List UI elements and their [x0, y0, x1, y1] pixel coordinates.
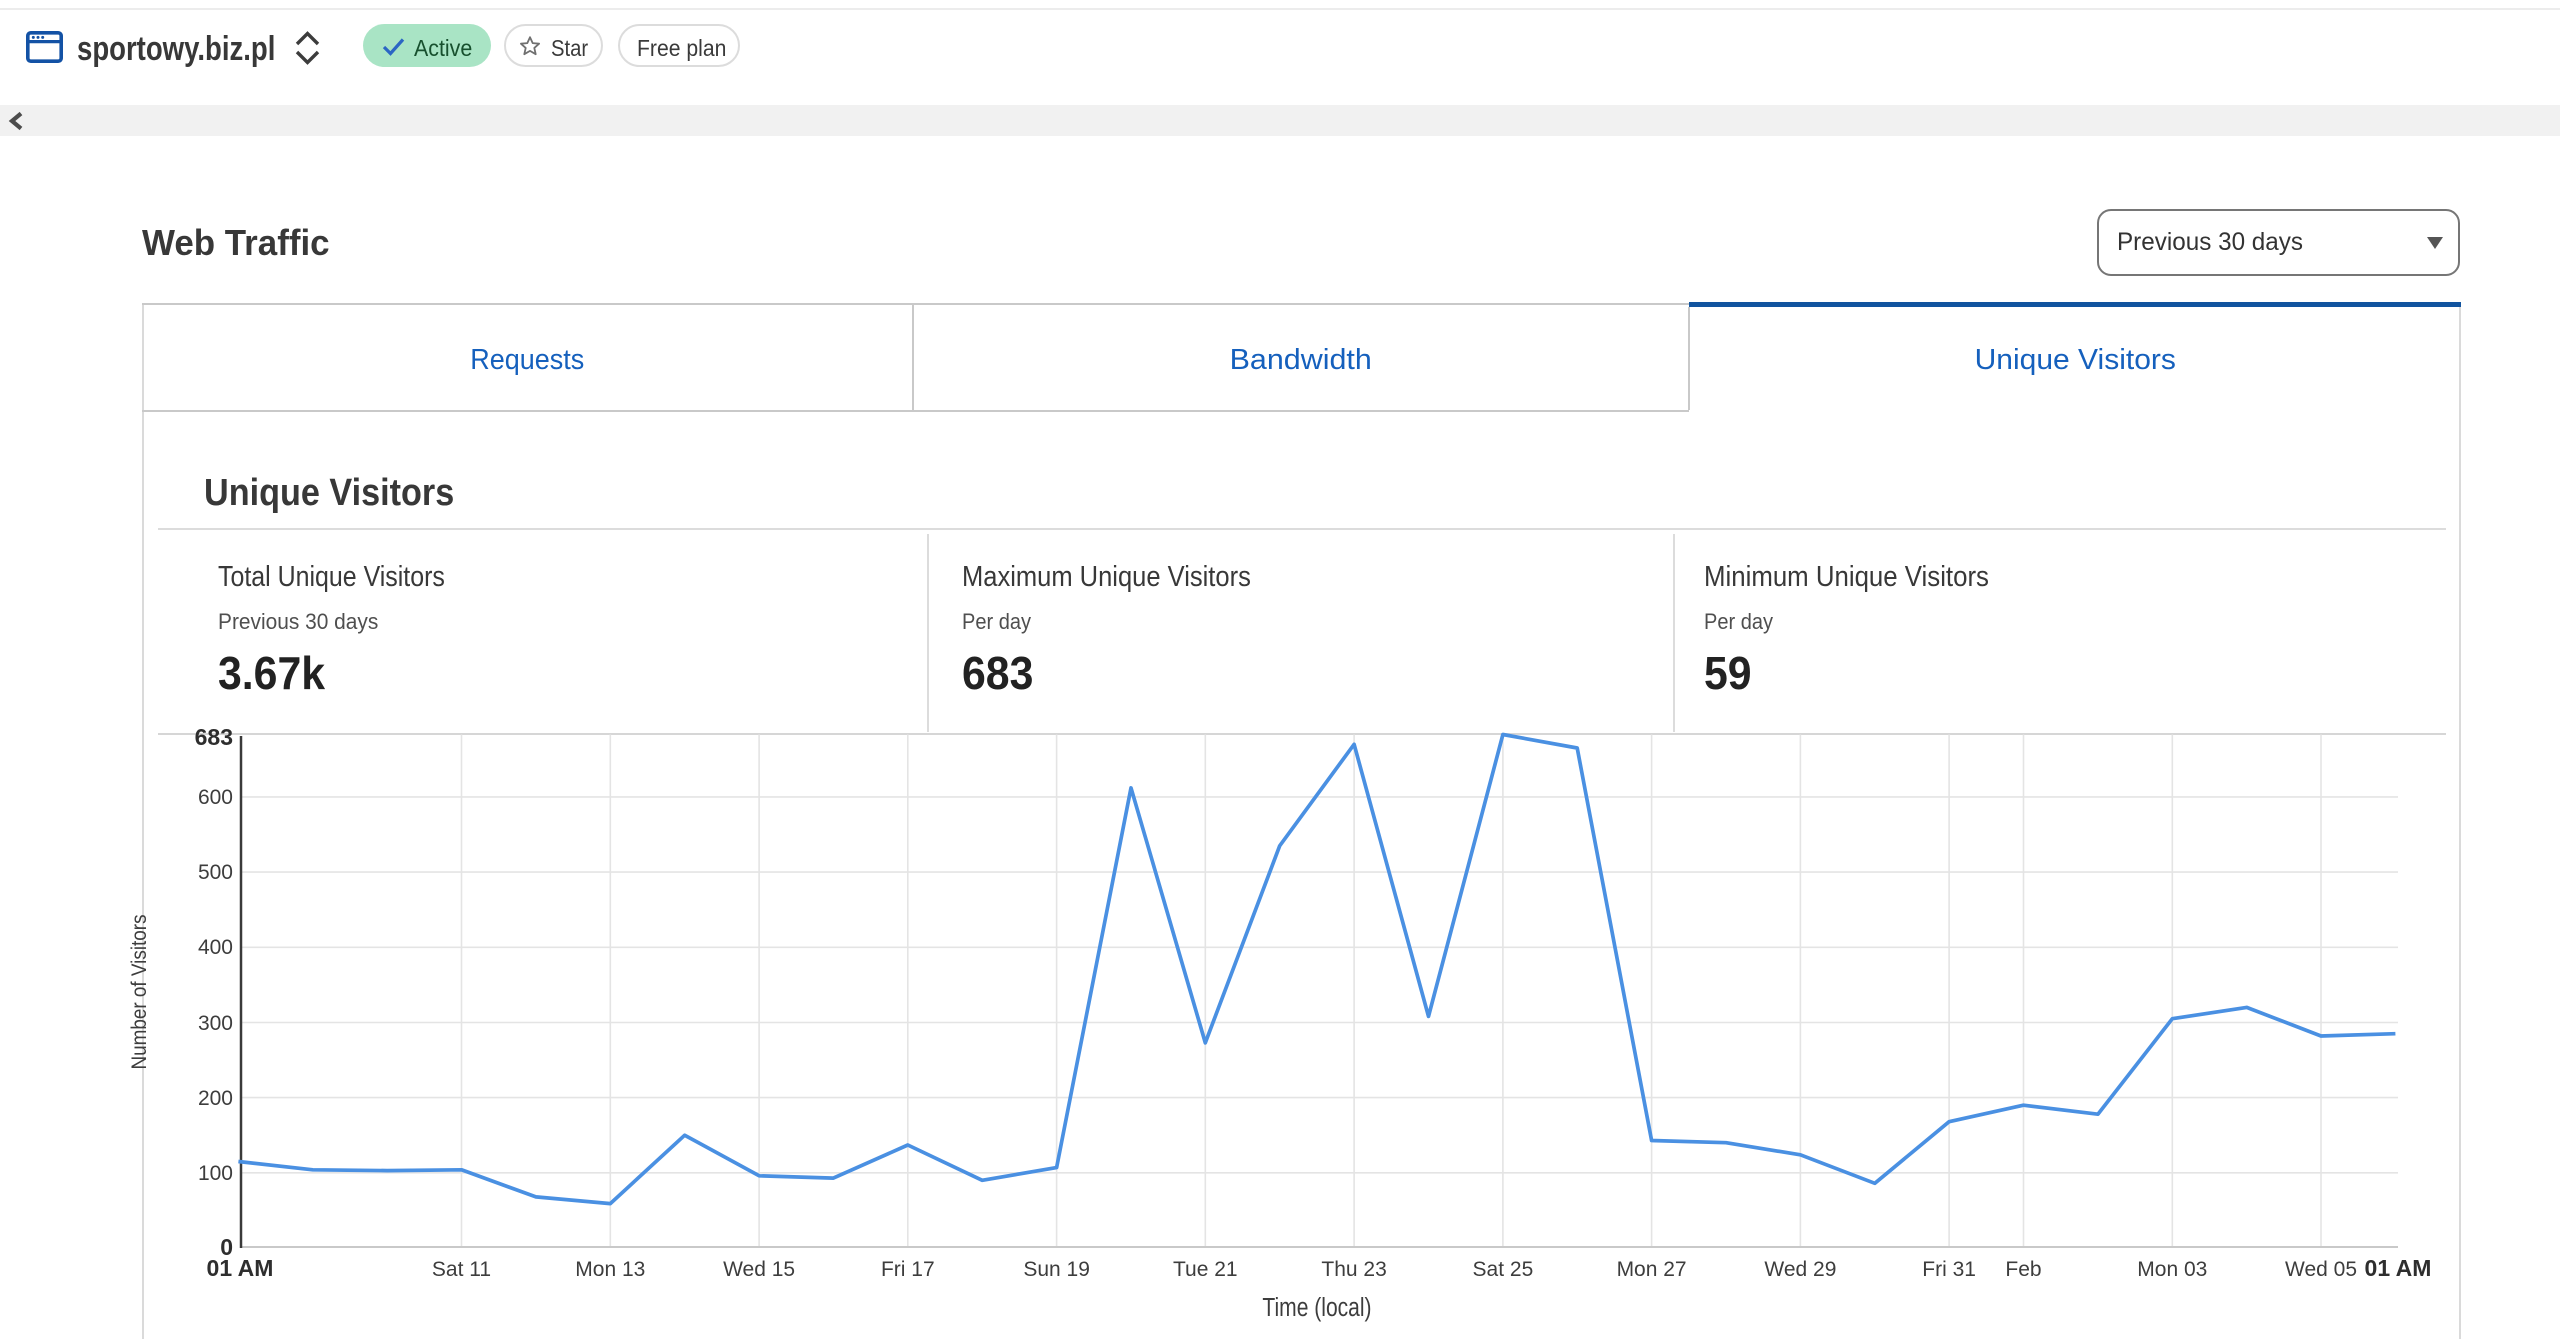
svg-text:Fri 17: Fri 17 — [881, 1258, 935, 1281]
svg-text:Thu 23: Thu 23 — [1321, 1258, 1386, 1281]
svg-text:Sat 11: Sat 11 — [432, 1258, 491, 1281]
svg-text:Fri 31: Fri 31 — [1922, 1258, 1976, 1281]
svg-text:Wed 29: Wed 29 — [1764, 1258, 1836, 1281]
svg-text:01 AM: 01 AM — [207, 1255, 274, 1281]
svg-text:500: 500 — [198, 861, 233, 884]
svg-text:0: 0 — [220, 1234, 233, 1260]
svg-text:Wed 05: Wed 05 — [2285, 1258, 2357, 1281]
svg-text:200: 200 — [198, 1087, 233, 1110]
svg-text:400: 400 — [198, 936, 233, 959]
svg-text:600: 600 — [198, 786, 233, 809]
svg-text:Sun 19: Sun 19 — [1023, 1258, 1090, 1281]
svg-text:Mon 27: Mon 27 — [1617, 1258, 1687, 1281]
svg-text:Sat 25: Sat 25 — [1473, 1258, 1534, 1281]
svg-text:300: 300 — [198, 1012, 233, 1035]
svg-text:Mon 03: Mon 03 — [2137, 1258, 2207, 1281]
svg-text:683: 683 — [195, 724, 233, 750]
svg-text:100: 100 — [198, 1162, 233, 1185]
svg-text:01 AM: 01 AM — [2365, 1255, 2432, 1281]
svg-text:Number of Visitors: Number of Visitors — [128, 914, 151, 1069]
svg-text:Tue 21: Tue 21 — [1173, 1258, 1238, 1281]
svg-text:Feb: Feb — [2005, 1258, 2041, 1281]
svg-text:Mon 13: Mon 13 — [575, 1258, 645, 1281]
svg-text:Wed 15: Wed 15 — [723, 1258, 795, 1281]
svg-text:Time (local): Time (local) — [1262, 1294, 1371, 1323]
